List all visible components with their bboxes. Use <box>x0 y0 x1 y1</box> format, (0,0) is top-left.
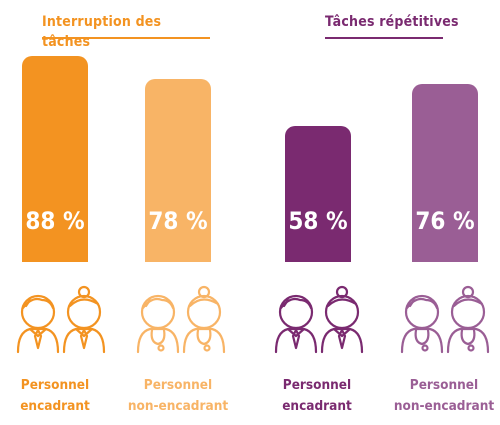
group-label: Personnel encadrant <box>257 375 377 417</box>
staff-people-icon-svg <box>136 285 226 354</box>
panel-title-interruption: Interruption des tâches <box>42 14 162 50</box>
staff-people-icon-svg <box>400 285 490 354</box>
title-rule-repetitive <box>325 37 443 39</box>
manager-people-icon <box>0 282 120 362</box>
bar-interruption-encadrant: 88 % <box>22 56 88 262</box>
bar-interruption-non-encadrant: 78 % <box>145 79 211 262</box>
manager-people-icon-svg <box>274 285 364 354</box>
manager-people-icon <box>258 282 378 362</box>
panel-title-repetitive: Tâches répétitives <box>325 14 459 30</box>
bar-value-label: 78 % <box>148 207 208 235</box>
bar-repetitive-non-encadrant: 76 % <box>412 84 478 262</box>
title-rule-interruption <box>42 37 210 39</box>
manager-people-icon-svg <box>16 285 106 354</box>
group-label: Personnel encadrant <box>0 375 115 417</box>
staff-people-icon <box>120 282 240 362</box>
group-label-line2: encadrant <box>282 398 352 414</box>
group-label: Personnel non-encadrant <box>384 375 500 417</box>
bar-value-label: 58 % <box>288 207 348 235</box>
group-label-line2: non-encadrant <box>393 398 495 414</box>
group-label-line2: encadrant <box>20 398 90 414</box>
group-label-line2: non-encadrant <box>127 398 229 414</box>
group-label-line1: Personnel <box>282 377 352 393</box>
bar-value-label: 76 % <box>415 207 475 235</box>
group-label: Personnel non-encadrant <box>118 375 238 417</box>
bar-repetitive-encadrant: 58 % <box>285 126 351 262</box>
staff-people-icon <box>384 282 500 362</box>
group-label-line1: Personnel <box>409 377 479 393</box>
group-label-line1: Personnel <box>20 377 90 393</box>
bar-value-label: 88 % <box>25 207 85 235</box>
group-label-line1: Personnel <box>143 377 213 393</box>
